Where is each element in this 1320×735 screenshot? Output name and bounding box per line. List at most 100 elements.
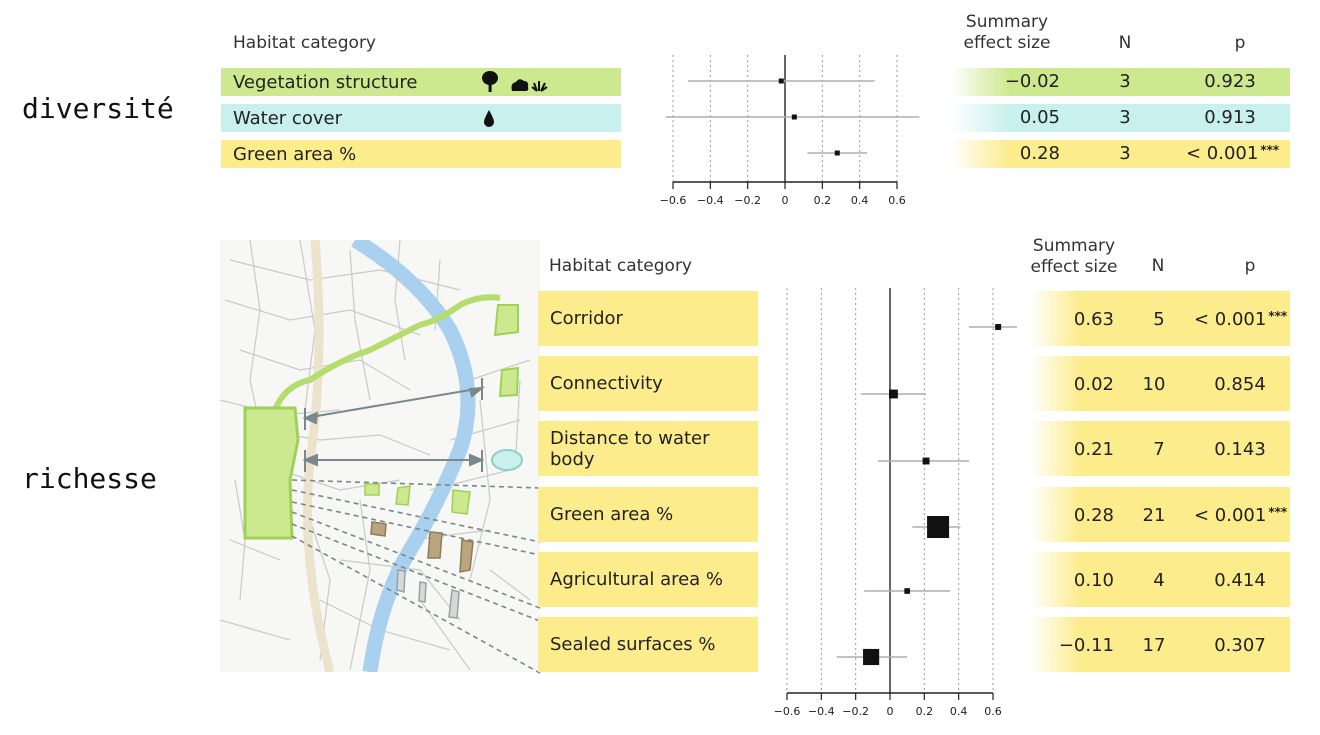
bottom-values-band (1030, 421, 1290, 476)
significance-stars: *** (1260, 143, 1280, 157)
bottom-values-band (1030, 552, 1290, 607)
x-tick-label: 0.6 (984, 705, 1002, 718)
x-tick-label: −0.4 (808, 705, 835, 718)
x-tick-label: 0 (887, 705, 894, 718)
green-corridor (272, 294, 501, 412)
n-value: 3 (1119, 71, 1131, 92)
n-value: 21 (1142, 505, 1166, 526)
leader-lines (291, 479, 541, 674)
effect-marker (922, 457, 930, 465)
bottom-values-band (1030, 291, 1290, 346)
bottom-category-header: Habitat category (549, 256, 692, 276)
tree-icon (482, 71, 498, 92)
green-patch (493, 304, 519, 337)
p-value: < 0.001 (1186, 143, 1259, 164)
p-value-cell: < 0.001 *** (1190, 309, 1290, 330)
top-effect-header: Summary effect size (963, 12, 1051, 53)
effect-value: 0.28 (1073, 505, 1114, 526)
p-value-cell: < 0.001 *** (1180, 143, 1290, 164)
bottom-values-band (1030, 356, 1290, 411)
agricultural-patch (370, 521, 387, 537)
effect-marker (995, 324, 1002, 330)
top-p-header: p (1234, 33, 1246, 53)
significance-stars: *** (1268, 309, 1288, 323)
category-label: Sealed surfaces % (550, 634, 716, 655)
x-tick-label: −0.4 (697, 194, 724, 207)
category-label: Green area % (550, 504, 674, 525)
p-value: 0.414 (1214, 570, 1266, 591)
richness-label: richesse (22, 462, 157, 495)
bottom-category-row: Agricultural area % (538, 552, 758, 607)
p-value: 0.923 (1204, 71, 1256, 92)
category-label: Water cover (233, 107, 342, 129)
top-category-row: Vegetation structure (221, 68, 621, 96)
shrub-icon (511, 79, 529, 91)
category-label: Connectivity (550, 373, 663, 394)
n-value: 7 (1153, 439, 1165, 460)
top-forest-plot: −0.6 −0.4 −0.2 0 0.2 0.4 0.6 (660, 55, 920, 207)
effect-value: 0.05 (1019, 107, 1060, 128)
effect-value: 0.28 (1019, 143, 1060, 164)
category-label: Vegetation structure (233, 71, 418, 93)
large-green-area (243, 406, 300, 540)
diversity-label: diversité (22, 92, 174, 125)
bottom-category-row: Sealed surfaces % (538, 617, 758, 672)
n-value: 3 (1119, 143, 1131, 164)
effect-value: 0.21 (1073, 439, 1114, 460)
effect-marker (791, 114, 797, 120)
x-tick-label: 0.6 (888, 194, 906, 207)
effect-marker (904, 588, 910, 594)
x-tick-label: 0.4 (950, 705, 968, 718)
top-category-row: Green area % (221, 140, 621, 168)
effect-value: −0.02 (1004, 71, 1060, 92)
effect-marker (834, 150, 840, 156)
green-patch (395, 485, 411, 506)
n-value: 17 (1142, 635, 1166, 656)
top-category-row: Water cover (221, 104, 621, 132)
sealed-patch (396, 569, 406, 593)
p-value-cell: < 0.001 *** (1190, 505, 1290, 526)
sealed-patch (448, 589, 460, 619)
agricultural-patch (459, 539, 474, 573)
bottom-category-row: Connectivity (538, 356, 758, 411)
bottom-category-row: Green area % (538, 487, 758, 542)
x-tick-label: −0.6 (774, 705, 801, 718)
category-label: Green area % (233, 143, 357, 165)
agricultural-patch (427, 531, 443, 559)
top-values-band (950, 68, 1290, 96)
top-n-header: N (1118, 33, 1132, 53)
effect-marker (778, 78, 784, 84)
bottom-p-header: p (1244, 256, 1256, 276)
sealed-patch (418, 581, 427, 603)
vegetation-icons (482, 71, 548, 92)
top-category-header: Habitat category (233, 33, 376, 53)
x-tick-label: −0.2 (842, 705, 869, 718)
p-value: < 0.001 (1194, 505, 1267, 526)
bottom-forest-plot: −0.6 −0.4 −0.2 0 0.2 0.4 0.6 (774, 288, 1018, 718)
x-tick-label: 0.4 (851, 194, 869, 207)
green-patch (498, 366, 520, 398)
bottom-category-row: Corridor (538, 291, 758, 346)
p-value: < 0.001 (1194, 309, 1267, 330)
top-values-band (950, 104, 1290, 132)
p-value: 0.854 (1214, 374, 1266, 395)
effect-marker (927, 516, 950, 538)
green-patch (451, 489, 471, 515)
water-drop-icon (484, 110, 494, 127)
effect-value: 0.63 (1073, 309, 1114, 330)
x-tick-label: 0 (782, 194, 789, 207)
river (351, 240, 476, 672)
effect-marker (863, 648, 880, 666)
city-map-illustration (220, 240, 541, 674)
category-label: Agricultural area % (550, 569, 724, 590)
category-label: Distance to water body (550, 427, 710, 470)
x-tick-label: 0.2 (814, 194, 832, 207)
top-values-band (950, 140, 1290, 168)
effect-value: 0.02 (1073, 374, 1114, 395)
water-body (491, 449, 523, 471)
bottom-values-band (1030, 617, 1290, 672)
category-label: Corridor (550, 308, 623, 329)
x-tick-label: 0.2 (916, 705, 934, 718)
n-value: 3 (1119, 107, 1131, 128)
n-value: 10 (1142, 374, 1166, 395)
